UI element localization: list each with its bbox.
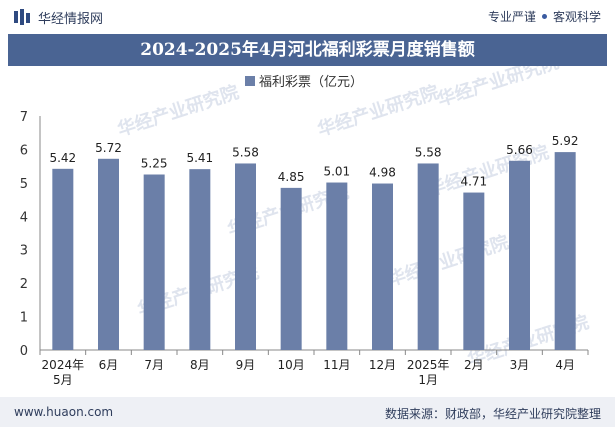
footer: www.huaon.com 数据来源：财政部，华经产业研究院整理 [0,397,615,427]
x-tick-label: 7月 [144,358,164,372]
x-tick-label: 2025年 [407,358,450,372]
tagline: 专业严谨 客观科学 [488,8,601,25]
y-tick-label: 5 [20,177,28,192]
bar [189,169,211,350]
chart-title: 2024-2025年4月河北福利彩票月度销售额 [8,34,607,66]
dot-icon [541,14,547,19]
data-label: 5.66 [506,143,533,157]
logo-icon [14,9,30,25]
bar [326,182,348,350]
data-label: 5.25 [141,157,168,171]
y-tick-label: 1 [20,311,28,326]
data-label: 5.72 [95,141,122,155]
data-label: 5.01 [323,165,350,179]
legend-swatch [245,76,255,86]
x-tick-label: 8月 [190,358,210,372]
site-name: 华经情报网 [38,12,104,27]
x-tick-label: 6月 [99,358,119,372]
data-label: 5.42 [49,151,76,165]
data-label: 5.58 [415,145,442,159]
data-label: 4.85 [278,170,305,184]
x-tick-label: 2024年 [42,358,85,372]
x-tick-label: 11月 [323,358,350,372]
bar [280,187,302,350]
x-tick-label: 9月 [236,358,256,372]
footer-url[interactable]: www.huaon.com [14,405,114,419]
legend-label: 福利彩票（亿元） [259,75,363,90]
y-tick-label: 3 [20,244,28,259]
footer-source: 数据来源：财政部，华经产业研究院整理 [384,407,601,421]
bar [52,168,74,350]
bar [143,174,165,350]
x-tick-label: 3月 [510,358,530,372]
watermark-text: 华经产业研究院 [115,81,242,141]
data-label: 5.41 [186,151,213,165]
bar [554,152,576,350]
data-label: 5.92 [552,134,579,148]
x-tick-label: 1月 [418,373,438,387]
tagline-left: 专业严谨 [487,10,536,24]
bar [235,163,256,350]
x-tick-label: 12月 [369,358,396,372]
y-tick-label: 6 [20,143,28,158]
bar [417,163,439,350]
x-tick-label: 10月 [278,358,305,372]
top-bar: 华经情报网 专业严谨 客观科学 [0,0,615,34]
data-label: 4.98 [369,166,396,180]
y-tick-label: 4 [20,210,28,225]
y-tick-label: 7 [20,110,28,125]
x-tick-label: 5月 [53,373,73,387]
data-label: 5.58 [232,145,259,159]
tagline-right: 客观科学 [552,10,601,24]
bar [463,192,485,350]
x-tick-label: 2月 [464,358,484,372]
watermark-text: 华经产业研究院 [435,66,562,111]
x-tick-label: 4月 [555,358,575,372]
y-tick-label: 2 [20,277,28,292]
bar [372,183,393,350]
y-tick-label: 0 [20,344,28,359]
bar-chart: 华经产业研究院华经产业研究院华经产业研究院华经产业研究院华经产业研究院华经产业研… [20,66,592,387]
watermark-text: 华经产业研究院 [385,231,512,291]
data-label: 4.71 [460,175,487,189]
bar [509,160,530,350]
bar [98,158,119,350]
